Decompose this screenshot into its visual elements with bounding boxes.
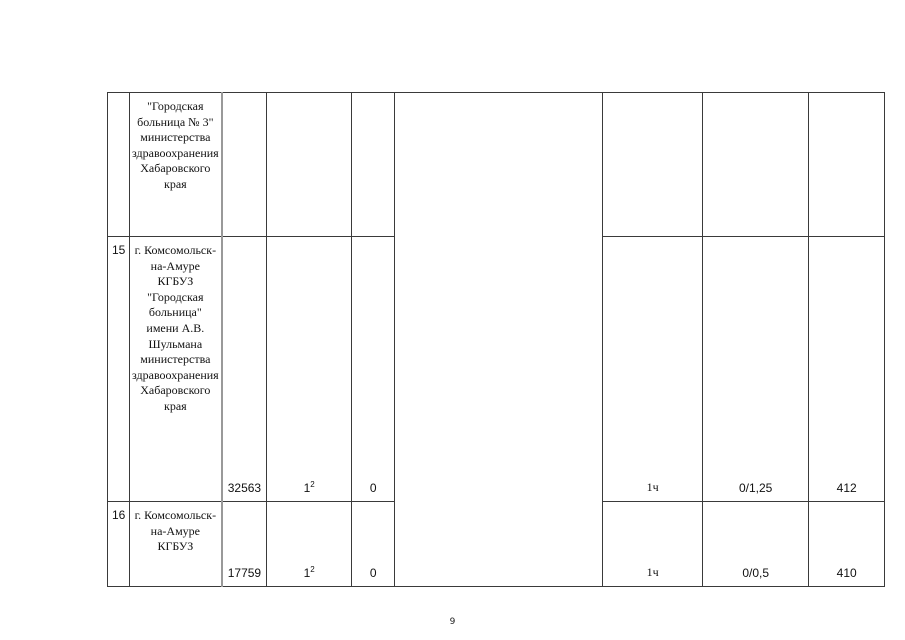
cell-c7: 1ч xyxy=(602,236,704,502)
cell-c4: 12 xyxy=(266,236,353,502)
table-row: 15 г. Комсомольск-на-Амуре КГБУЗ "Городс… xyxy=(107,236,886,502)
c4-value: 1 xyxy=(303,566,311,580)
page-number: 9 xyxy=(449,617,456,627)
cell-c9: 410 xyxy=(808,501,886,587)
cell-c4: 12 xyxy=(266,501,353,587)
c4-value: 1 xyxy=(303,481,311,495)
table-row: "Городская больница № 3" министерства зд… xyxy=(107,92,886,587)
institution-name: г. Комсомольск-на-Амуре КГБУЗ "Городская… xyxy=(128,236,223,502)
institution-name: г. Комсомольск-на-Амуре КГБУЗ xyxy=(128,501,223,587)
cell-c9 xyxy=(808,92,886,237)
row-number xyxy=(107,92,130,237)
cell-c5 xyxy=(351,92,396,237)
cell-c4 xyxy=(266,92,353,237)
row-number: 15 xyxy=(107,236,130,502)
cell-c8: 0/1,25 xyxy=(702,236,810,502)
cell-c3: 32563 xyxy=(221,236,268,502)
table-row: 16 г. Комсомольск-на-Амуре КГБУЗ 17759 1… xyxy=(107,501,886,587)
cell-c7 xyxy=(602,92,704,237)
row-number: 16 xyxy=(107,501,130,587)
cell-c8 xyxy=(702,92,810,237)
institution-name: "Городская больница № 3" министерства зд… xyxy=(128,92,223,237)
cell-c9: 412 xyxy=(808,236,886,502)
cell-c3 xyxy=(221,92,268,237)
data-table: "Городская больница № 3" министерства зд… xyxy=(107,92,886,587)
c4-superscript: 2 xyxy=(310,565,315,574)
cell-c5: 0 xyxy=(351,501,396,587)
cell-c7: 1ч xyxy=(602,501,704,587)
cell-c3: 17759 xyxy=(221,501,268,587)
c4-superscript: 2 xyxy=(310,480,315,489)
merged-cell-c6 xyxy=(394,92,604,587)
cell-c5: 0 xyxy=(351,236,396,502)
cell-c8: 0/0,5 xyxy=(702,501,810,587)
